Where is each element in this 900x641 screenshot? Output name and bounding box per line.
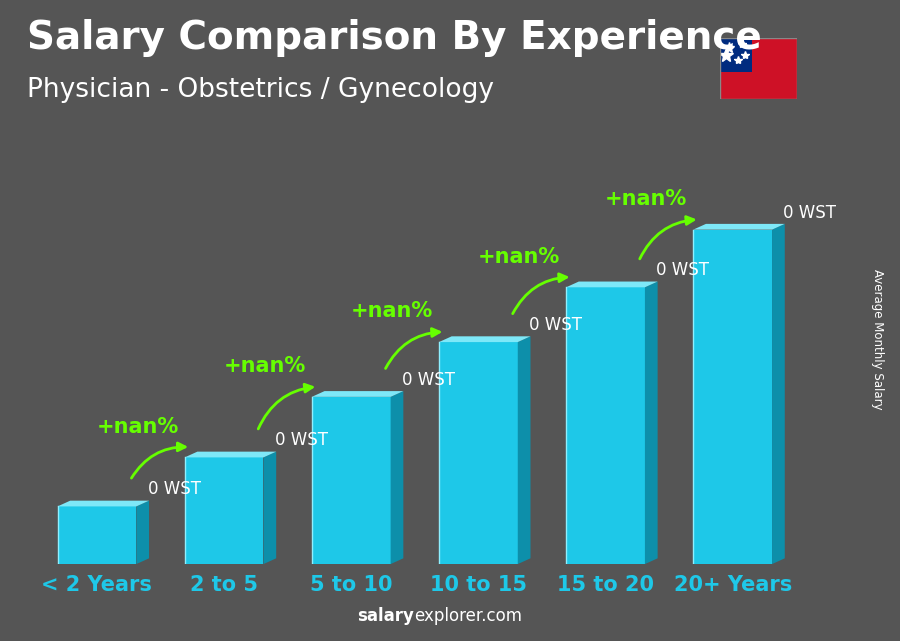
Bar [720, 38, 752, 72]
Polygon shape [311, 397, 391, 564]
Text: salary: salary [357, 607, 414, 625]
Text: explorer.com: explorer.com [414, 607, 522, 625]
Polygon shape [311, 391, 403, 397]
Polygon shape [184, 458, 264, 564]
Polygon shape [264, 452, 276, 564]
Text: 0 WST: 0 WST [148, 480, 201, 498]
Polygon shape [645, 281, 658, 564]
Polygon shape [566, 281, 658, 287]
Text: +nan%: +nan% [478, 247, 560, 267]
Text: 0 WST: 0 WST [529, 316, 582, 334]
Polygon shape [439, 342, 518, 564]
Text: +nan%: +nan% [96, 417, 179, 437]
Text: 0 WST: 0 WST [784, 204, 836, 222]
Text: 0 WST: 0 WST [274, 431, 328, 449]
Polygon shape [391, 391, 403, 564]
Text: Physician - Obstetrics / Gynecology: Physician - Obstetrics / Gynecology [27, 77, 494, 103]
Polygon shape [693, 229, 772, 564]
Text: 0 WST: 0 WST [656, 262, 709, 279]
Polygon shape [772, 224, 785, 564]
Text: +nan%: +nan% [351, 301, 433, 321]
Polygon shape [693, 224, 785, 229]
Text: 0 WST: 0 WST [402, 370, 455, 389]
Polygon shape [566, 287, 645, 564]
Polygon shape [184, 452, 276, 458]
Text: +nan%: +nan% [605, 189, 688, 209]
Text: +nan%: +nan% [223, 356, 306, 376]
Polygon shape [58, 506, 136, 564]
Polygon shape [439, 337, 530, 342]
Polygon shape [518, 337, 530, 564]
Text: Salary Comparison By Experience: Salary Comparison By Experience [27, 19, 761, 57]
Text: Average Monthly Salary: Average Monthly Salary [871, 269, 884, 410]
Polygon shape [58, 501, 149, 506]
Polygon shape [136, 501, 149, 564]
